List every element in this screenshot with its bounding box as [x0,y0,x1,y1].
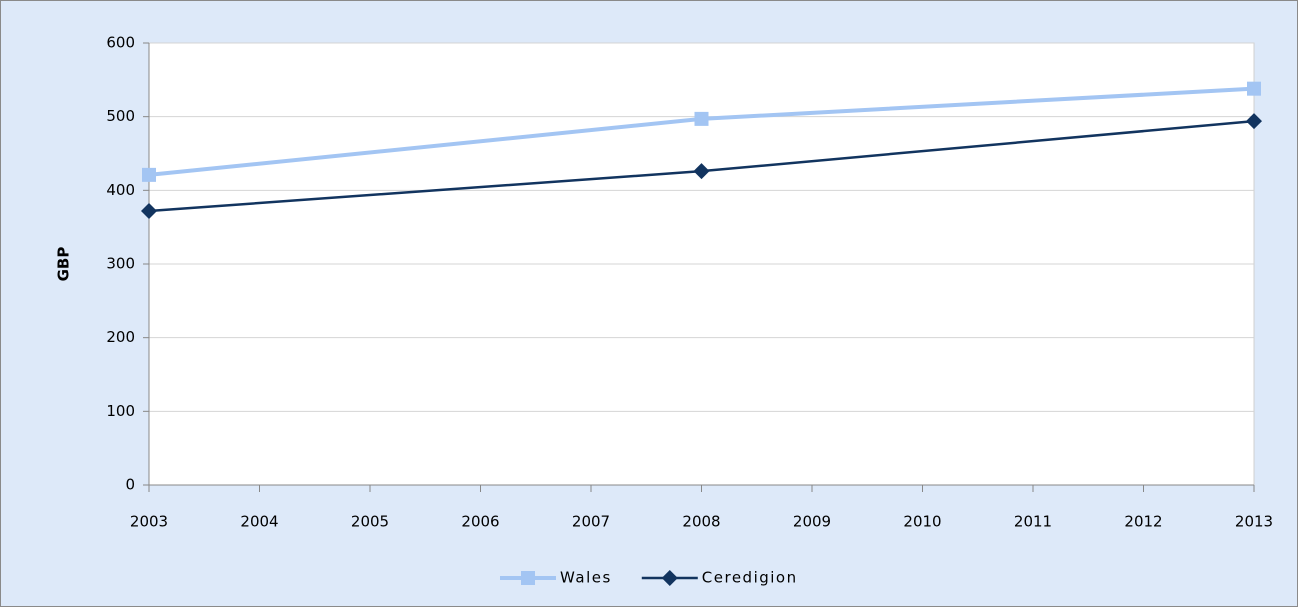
y-tick-label: 500 [106,107,135,125]
data-point [141,202,157,219]
y-tick-label: 100 [106,402,135,420]
data-point [1246,113,1262,130]
x-tick-label: 2010 [903,513,941,531]
x-tick-label: 2011 [1014,513,1052,531]
data-point [142,167,156,182]
y-tick-label: 300 [106,255,135,273]
x-tick-label: 2013 [1235,513,1273,531]
x-tick-label: 2005 [351,513,389,531]
legend-label: Wales [560,569,612,587]
x-tick-label: 2007 [572,513,610,531]
y-tick-label: 600 [106,34,135,52]
y-axis-label: GBP [55,247,73,282]
legend-label: Ceredigion [702,569,798,587]
data-point [694,111,709,126]
legend-marker [521,571,535,585]
x-tick-label: 2004 [240,513,278,531]
x-tick-label: 2012 [1124,513,1162,531]
data-point [693,163,710,180]
x-tick-label: 2008 [682,513,720,531]
x-tick-label: 2003 [130,513,168,531]
y-tick-label: 0 [125,476,135,494]
y-tick-label: 200 [106,328,135,346]
legend-marker [661,570,678,586]
x-tick-label: 2006 [461,513,499,531]
x-tick-label: 2009 [793,513,831,531]
data-point [1247,81,1261,96]
y-tick-label: 400 [106,181,135,199]
